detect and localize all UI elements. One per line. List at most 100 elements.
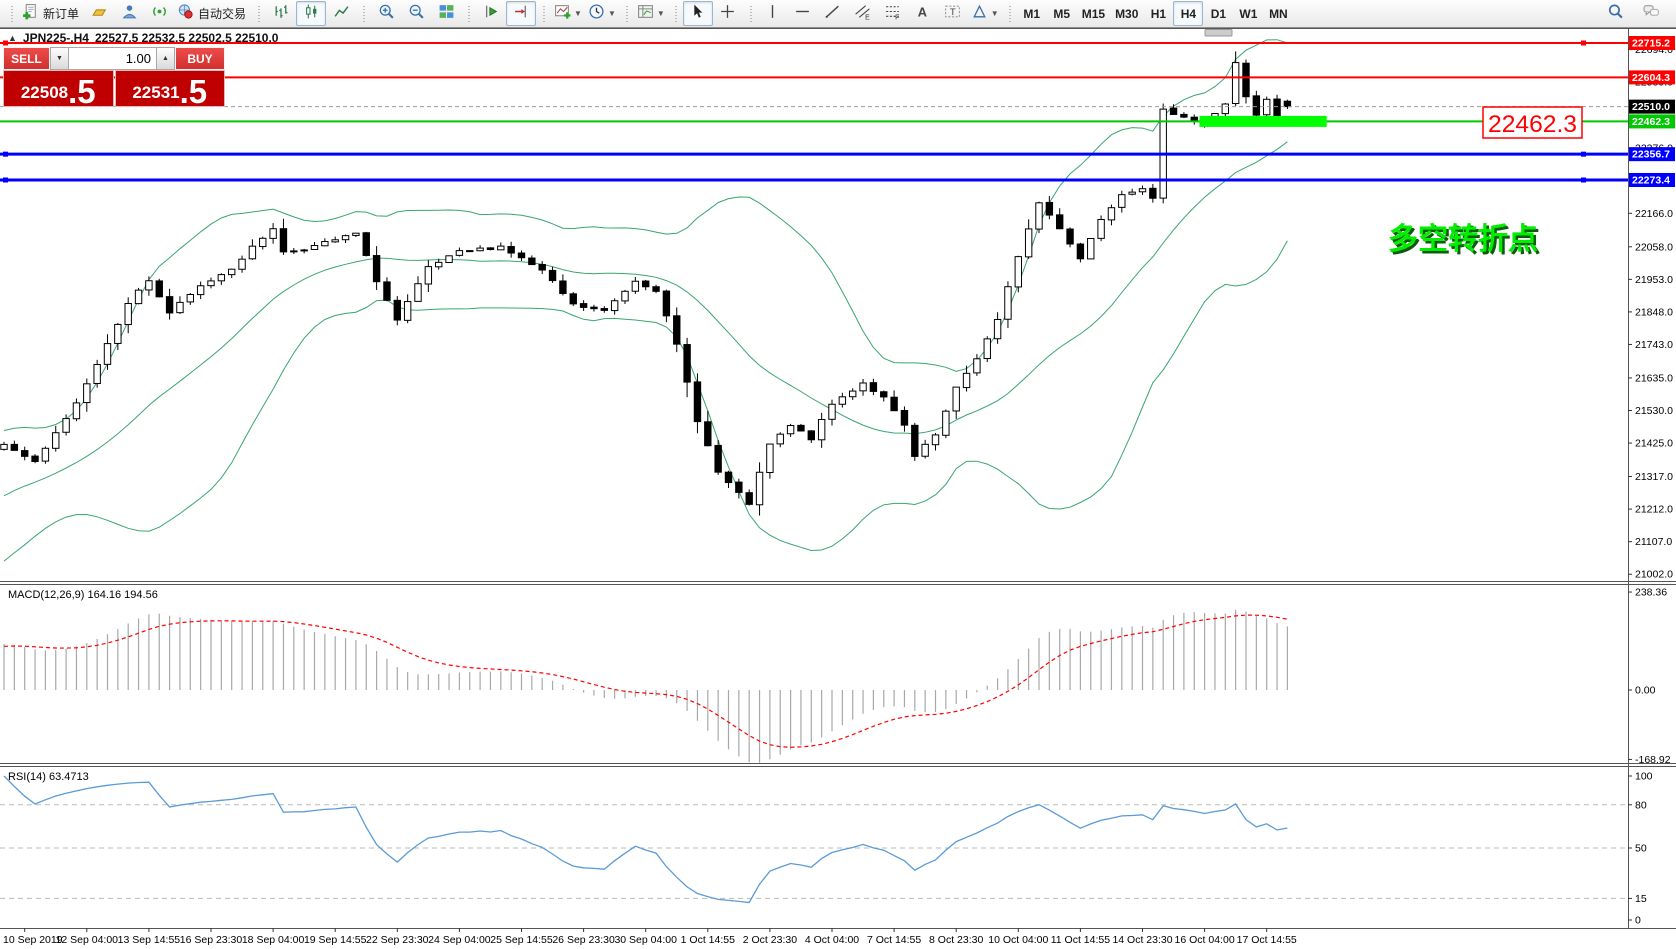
tf-m15-button[interactable]: M15	[1077, 1, 1110, 26]
broadcast-button[interactable]	[144, 1, 174, 26]
volume-input[interactable]: 1.00	[69, 47, 156, 70]
auto-scroll-button[interactable]	[476, 1, 506, 26]
highlight-zone-rectangle[interactable]	[1199, 115, 1327, 127]
periods-button[interactable]: ▼	[585, 1, 619, 26]
level-line-handle[interactable]	[1581, 177, 1586, 183]
chat-button[interactable]	[1636, 1, 1666, 26]
level-line-handle[interactable]	[3, 151, 8, 157]
price-axis-label: 21848.0	[1635, 306, 1673, 318]
chart-candles-button[interactable]	[296, 1, 327, 26]
profile-button[interactable]	[114, 1, 144, 26]
auto-trading-button[interactable]: 自动交易	[174, 1, 251, 26]
templates-dropdown-arrow[interactable]: ▼	[656, 9, 665, 18]
level-line-handle[interactable]	[1581, 151, 1586, 157]
sell-button[interactable]: SELL	[3, 47, 50, 70]
chart-bars-button[interactable]	[266, 1, 296, 26]
candle-bull	[993, 318, 1002, 340]
zoom-out-button[interactable]	[401, 1, 431, 26]
tf-h4-button[interactable]: H4	[1173, 1, 1204, 26]
candle-bull	[476, 247, 484, 252]
candle-bear	[362, 232, 370, 256]
templates-button[interactable]: ▼	[634, 1, 668, 26]
new-order-button[interactable]: 新订单	[19, 1, 84, 26]
toolbar-group-grip[interactable]	[9, 3, 16, 24]
draw-hline-button[interactable]	[788, 1, 818, 26]
candle-bull	[72, 402, 81, 420]
toolbar-group-grip[interactable]	[672, 3, 680, 24]
candle-bear	[393, 299, 402, 321]
draw-label-button[interactable]: T	[938, 1, 968, 26]
broadcast-icon	[151, 3, 168, 25]
toolbar-group-grip[interactable]	[361, 3, 369, 24]
level-line-handle[interactable]	[3, 40, 8, 46]
chart-shift-button[interactable]	[506, 1, 537, 26]
price-badge	[1629, 36, 1675, 50]
toolbar-group-grip[interactable]	[623, 3, 631, 24]
zoom-in-button[interactable]	[371, 1, 401, 26]
draw-text-button[interactable]: A	[908, 1, 938, 26]
sell-price-display[interactable]: 22508 .5	[3, 70, 114, 108]
draw-shapes-dropdown-arrow[interactable]: ▼	[990, 9, 999, 18]
tf-m5-button[interactable]: M5	[1047, 1, 1077, 26]
toolbar-group-grip[interactable]	[747, 3, 755, 24]
tf-mn-button[interactable]: MN	[1263, 1, 1293, 26]
level-line-handle[interactable]	[1581, 40, 1586, 46]
svg-text:E: E	[865, 14, 870, 20]
volume-decrease-button[interactable]: ▼	[50, 47, 69, 70]
candle-bear	[1066, 228, 1074, 245]
indicators-list-dropdown-arrow[interactable]: ▼	[574, 9, 582, 18]
draw-channel-button[interactable]: E	[848, 1, 878, 26]
indicators-list-button[interactable]: ▼	[551, 1, 585, 26]
cursor-button[interactable]	[682, 1, 713, 26]
toolbar-group-grip[interactable]	[466, 3, 474, 24]
candle-bear	[735, 481, 743, 493]
toolbar-group-grip[interactable]	[541, 3, 549, 24]
tf-m1-button[interactable]: M1	[1017, 1, 1047, 26]
svg-text:T: T	[950, 7, 956, 18]
draw-trendline-button[interactable]	[818, 1, 848, 26]
tile-windows-button[interactable]	[431, 1, 461, 26]
periods-dropdown-arrow[interactable]: ▼	[607, 9, 616, 18]
chart-scrollbar-thumb[interactable]	[1204, 29, 1233, 37]
candle-bull	[424, 266, 433, 285]
toolbar-group-grip[interactable]	[256, 3, 264, 24]
buy-button[interactable]: BUY	[175, 47, 225, 70]
candle-bear	[528, 257, 536, 266]
tf-w1-button[interactable]: W1	[1233, 1, 1263, 26]
draw-fibonacci-button[interactable]: F	[878, 1, 908, 26]
candle-bear	[724, 471, 733, 484]
turning-point-label[interactable]: 多空转折点	[1388, 223, 1538, 256]
date-axis-label: 10 Sep 2019	[3, 934, 63, 946]
person-icon	[121, 3, 138, 25]
candle-bear	[486, 247, 495, 251]
chart-symbol-period: JPN225-,H4	[22, 31, 89, 45]
crosshair-button[interactable]	[713, 1, 743, 26]
indicators-icon	[554, 3, 571, 25]
collapse-panel-icon[interactable]: ▲	[8, 33, 17, 43]
toolbar-group-grip[interactable]	[1006, 3, 1014, 24]
tf-d1-button[interactable]: D1	[1203, 1, 1233, 26]
candle-bull	[828, 403, 836, 420]
tf-m30-button[interactable]: M30	[1110, 1, 1143, 26]
candle-bull	[1014, 256, 1022, 288]
price-callout-box[interactable]	[1482, 106, 1583, 139]
draw-vline-button[interactable]	[758, 1, 788, 26]
search-button[interactable]	[1600, 1, 1630, 26]
date-axis-label: 16 Sep 23:30	[180, 934, 243, 946]
rsi-axis-label: 80	[1635, 799, 1647, 811]
candle-bull	[1004, 286, 1012, 320]
volume-increase-button[interactable]: ▲	[156, 47, 175, 70]
buy-price-display[interactable]: 22531 .5	[114, 70, 225, 108]
candle-bear	[797, 424, 805, 432]
chart-ohlc-values: 22527.5 22532.5 22502.5 22510.0	[94, 31, 279, 45]
candle-bear	[1180, 113, 1188, 118]
tf-h1-button[interactable]: H1	[1143, 1, 1173, 26]
chart-line-button[interactable]	[326, 1, 356, 26]
price-callout-text[interactable]: 22462.3	[1488, 111, 1577, 138]
draw-shapes-button[interactable]: ▼	[968, 1, 1002, 26]
sell-price-main: 22508	[20, 83, 69, 102]
market-watch-button[interactable]	[84, 1, 114, 26]
level-line-handle[interactable]	[3, 177, 8, 183]
candle-bull	[1097, 218, 1105, 239]
candle-bear	[693, 381, 702, 423]
